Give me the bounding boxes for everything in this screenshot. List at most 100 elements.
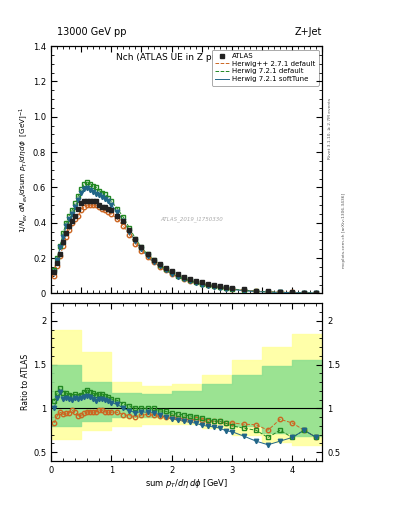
Herwig 7.2.1 default [70,207,75,214]
Herwig++ 2.7.1 default [217,284,222,290]
Herwig 7.2.1 softTune [175,274,180,280]
Herwig++ 2.7.1 default [302,290,307,296]
Herwig 7.2.1 softTune [109,202,114,208]
Herwig 7.2.1 softTune [94,190,99,197]
Herwig 7.2.1 default [139,244,144,250]
ATLAS [193,278,198,284]
ATLAS [314,290,319,296]
Herwig 7.2.1 default [97,188,102,194]
Herwig++ 2.7.1 default [266,289,270,295]
ATLAS [121,218,126,224]
Herwig 7.2.1 softTune [199,282,204,288]
ATLAS [175,271,180,278]
Text: Rivet 3.1.10, ≥ 2.7M events: Rivet 3.1.10, ≥ 2.7M events [328,97,332,159]
ATLAS [211,282,216,288]
ATLAS [206,281,210,287]
Herwig++ 2.7.1 default [278,289,283,295]
ATLAS [242,286,246,292]
Herwig 7.2.1 default [169,269,174,275]
Herwig++ 2.7.1 default [94,202,99,208]
Herwig 7.2.1 default [61,230,66,237]
Herwig++ 2.7.1 default [67,227,72,233]
Herwig 7.2.1 default [100,189,105,196]
Herwig 7.2.1 softTune [115,209,120,215]
Y-axis label: $1/N_{ev}$ $dN_{ev}/d$sum $p_T/d\eta\,d\phi$  [GeV]$^{-1}$: $1/N_{ev}$ $dN_{ev}/d$sum $p_T/d\eta\,d\… [17,106,30,233]
Herwig 7.2.1 softTune [314,290,319,296]
Herwig 7.2.1 softTune [127,228,132,234]
Herwig 7.2.1 softTune [61,234,66,240]
Herwig 7.2.1 default [230,286,234,292]
Text: ATLAS_2019_I1750330: ATLAS_2019_I1750330 [161,216,224,222]
Herwig 7.2.1 softTune [133,238,138,244]
Herwig 7.2.1 default [133,236,138,242]
Herwig 7.2.1 default [193,279,198,285]
ATLAS [94,199,99,205]
Herwig++ 2.7.1 default [58,253,62,259]
Herwig 7.2.1 default [181,275,186,281]
ATLAS [133,236,138,242]
ATLAS [151,257,156,263]
Herwig 7.2.1 default [64,220,68,226]
ATLAS [61,239,66,245]
ATLAS [103,204,108,210]
Herwig 7.2.1 softTune [103,196,108,202]
Herwig 7.2.1 default [224,285,228,291]
Herwig++ 2.7.1 default [169,270,174,276]
ATLAS [70,218,75,224]
Herwig 7.2.1 softTune [151,259,156,265]
Herwig++ 2.7.1 default [314,290,319,296]
Herwig 7.2.1 softTune [206,283,210,289]
ATLAS [76,205,81,211]
Herwig 7.2.1 default [157,262,162,268]
Herwig 7.2.1 default [52,267,57,273]
Herwig 7.2.1 default [211,283,216,289]
Herwig++ 2.7.1 default [151,260,156,266]
Herwig++ 2.7.1 default [211,283,216,289]
Herwig 7.2.1 default [175,272,180,279]
ATLAS [187,276,192,282]
ATLAS [139,244,144,250]
Y-axis label: Ratio to ATLAS: Ratio to ATLAS [21,354,30,410]
Herwig 7.2.1 softTune [58,244,62,250]
Herwig 7.2.1 default [58,243,62,249]
Herwig 7.2.1 softTune [163,267,168,273]
ATLAS [253,287,258,293]
Text: mcplots.cern.ch [arXiv:1306.3436]: mcplots.cern.ch [arXiv:1306.3436] [342,193,346,268]
Herwig 7.2.1 softTune [266,289,270,295]
Herwig 7.2.1 softTune [55,257,59,263]
Legend: ATLAS, Herwig++ 2.7.1 default, Herwig 7.2.1 default, Herwig 7.2.1 softTune: ATLAS, Herwig++ 2.7.1 default, Herwig 7.… [212,50,319,86]
Herwig 7.2.1 default [253,288,258,294]
Herwig 7.2.1 softTune [91,189,95,195]
Herwig 7.2.1 default [151,257,156,263]
Herwig++ 2.7.1 default [73,216,77,222]
Herwig 7.2.1 softTune [52,269,57,275]
Herwig 7.2.1 softTune [70,211,75,217]
ATLAS [115,212,120,219]
Herwig 7.2.1 default [127,225,132,231]
Herwig++ 2.7.1 default [97,204,102,210]
Herwig++ 2.7.1 default [100,205,105,211]
Herwig 7.2.1 default [73,200,77,206]
Herwig 7.2.1 softTune [73,204,77,210]
ATLAS [290,289,294,295]
Herwig 7.2.1 default [91,183,95,189]
Herwig 7.2.1 default [79,186,84,192]
Herwig 7.2.1 softTune [302,290,307,296]
Herwig 7.2.1 softTune [169,271,174,277]
Herwig 7.2.1 default [242,287,246,293]
Herwig 7.2.1 softTune [106,199,111,205]
ATLAS [181,274,186,280]
Line: ATLAS: ATLAS [52,199,318,295]
Herwig 7.2.1 default [103,191,108,198]
Herwig 7.2.1 softTune [217,285,222,291]
ATLAS [224,284,228,290]
ATLAS [55,260,59,266]
Herwig++ 2.7.1 default [52,272,57,279]
Herwig++ 2.7.1 default [76,212,81,219]
Herwig 7.2.1 softTune [88,187,93,193]
Herwig 7.2.1 default [266,289,270,295]
Herwig++ 2.7.1 default [230,286,234,292]
ATLAS [302,290,307,296]
Herwig 7.2.1 softTune [76,197,81,203]
Herwig 7.2.1 default [302,290,307,296]
